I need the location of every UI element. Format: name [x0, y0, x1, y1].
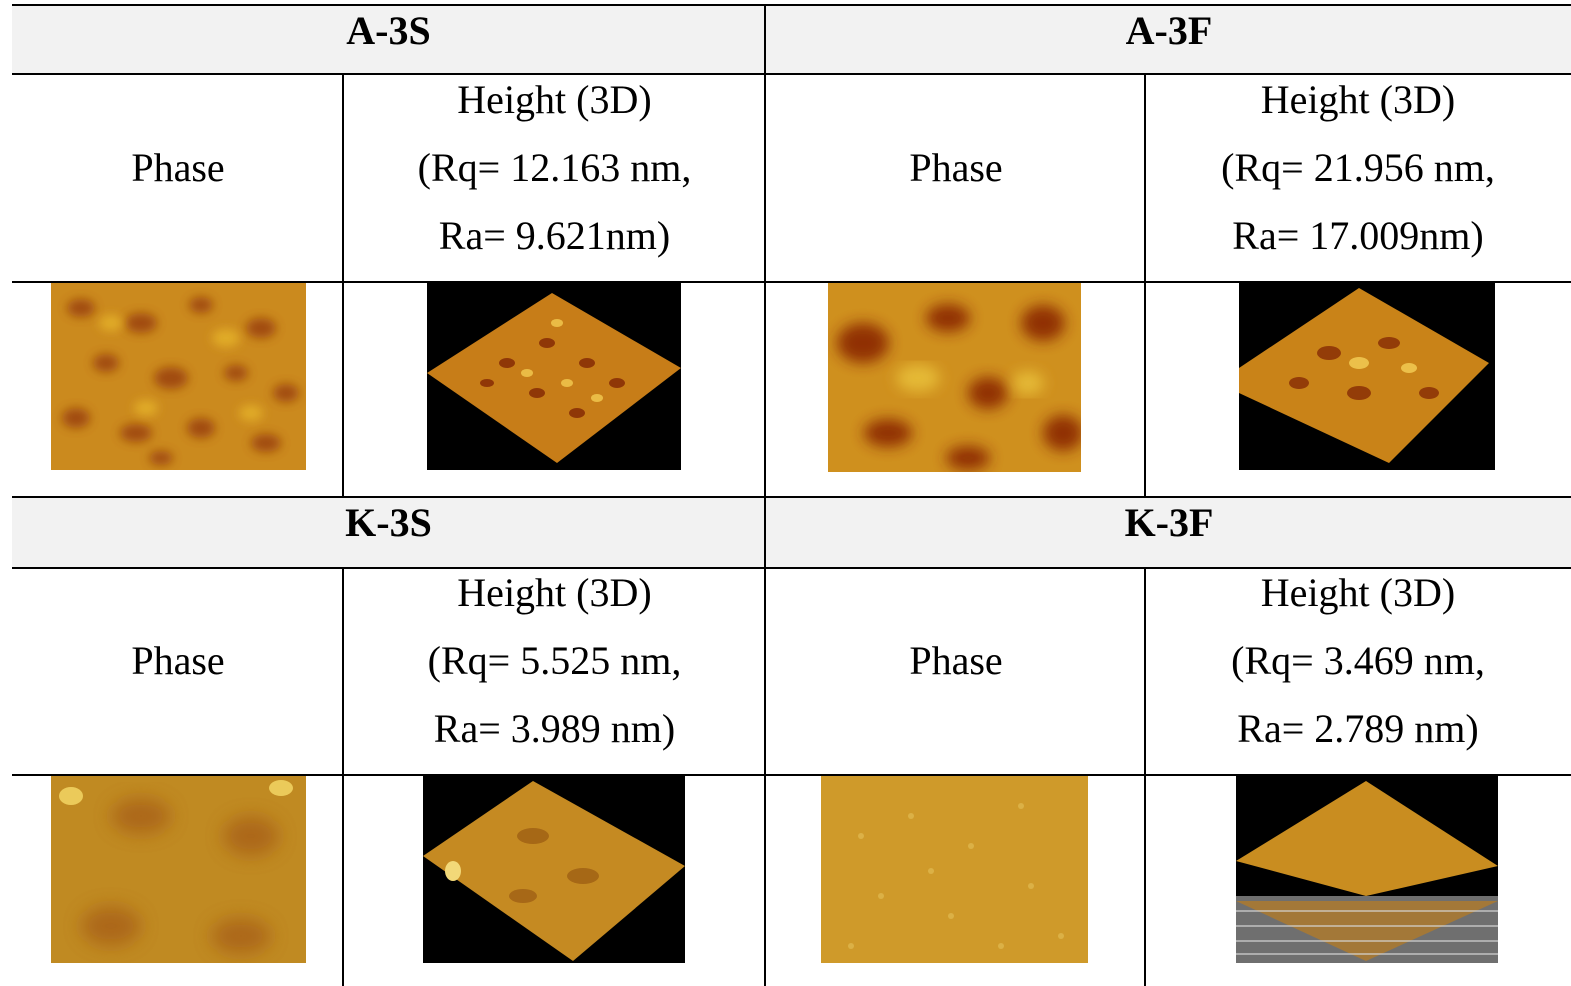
height-caption-a-3f: Height (3D) (Rq= 21.956 nm, Ra= 17.009nm…: [1145, 66, 1571, 270]
rule-col-k-height: [1144, 568, 1146, 986]
rq-value: (Rq= 3.469 nm,: [1231, 638, 1485, 683]
rule-col-a-height: [1144, 74, 1146, 497]
height-label: Height (3D): [457, 570, 652, 615]
phase-label-k-3s: Phase: [131, 638, 225, 683]
height-caption-k-3f: Height (3D) (Rq= 3.469 nm, Ra= 2.789 nm): [1145, 559, 1571, 763]
rule-top: [12, 4, 1571, 6]
ra-value: Ra= 17.009nm): [1232, 213, 1484, 258]
sample-title-a-3s: A-3S: [346, 8, 431, 53]
height-caption-k-3s: Height (3D) (Rq= 5.525 nm, Ra= 3.989 nm): [344, 559, 765, 763]
height-3d-image-k-3s: [423, 776, 685, 963]
ra-value: Ra= 9.621nm): [438, 213, 671, 258]
phase-label-a-3f: Phase: [909, 145, 1003, 190]
phase-image-k-3s: [51, 776, 306, 963]
rule-under-caption-a: [12, 281, 1571, 283]
height-label: Height (3D): [457, 77, 652, 122]
phase-label-a-3s: Phase: [131, 145, 225, 190]
phase-image-k-3f: [821, 776, 1088, 963]
height-label: Height (3D): [1260, 77, 1456, 122]
rq-value: (Rq= 12.163 nm,: [417, 145, 692, 190]
height-label: Height (3D): [1260, 570, 1456, 615]
sample-title-k-3s: K-3S: [345, 500, 432, 545]
phase-image-a-3s: [51, 283, 306, 470]
header-bg-k: [12, 498, 1571, 568]
header-bg-a: [12, 6, 1571, 74]
sample-title-k-3f: K-3F: [1124, 500, 1214, 545]
rule-under-title-k: [12, 567, 1571, 569]
rq-value: (Rq= 5.525 nm,: [427, 638, 682, 683]
height-caption-a-3s: Height (3D) (Rq= 12.163 nm, Ra= 9.621nm): [344, 66, 765, 270]
rule-col-k-phase: [342, 568, 344, 986]
phase-label-k-3f: Phase: [909, 638, 1003, 683]
ra-value: Ra= 2.789 nm): [1237, 706, 1479, 751]
rule-col-a-phase: [342, 74, 344, 497]
phase-image-a-3f: [828, 283, 1081, 472]
rq-value: (Rq= 21.956 nm,: [1221, 145, 1495, 190]
height-3d-image-a-3f: [1239, 283, 1495, 470]
rule-under-title-a: [12, 73, 1571, 75]
rule-block-separator: [12, 496, 1571, 498]
ra-value: Ra= 3.989 nm): [433, 706, 676, 751]
rule-center-vertical: [764, 4, 766, 986]
height-3d-image-k-3f: [1236, 776, 1498, 963]
height-3d-image-a-3s: [427, 283, 681, 470]
sample-title-a-3f: A-3F: [1125, 8, 1213, 53]
rule-under-caption-k: [12, 774, 1571, 776]
